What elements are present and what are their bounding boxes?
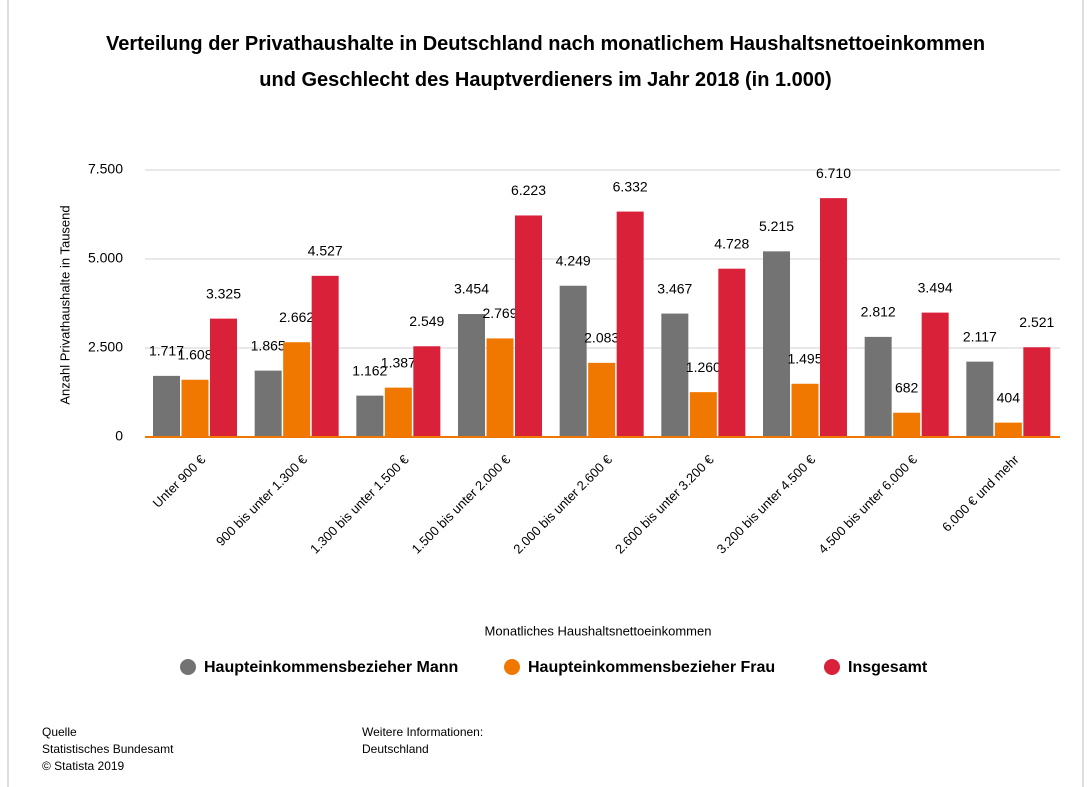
- value-label: 2.769: [482, 305, 517, 321]
- info: Deutschland: [362, 742, 429, 756]
- bar: [820, 198, 847, 437]
- bar: [588, 362, 616, 437]
- source-heading: Quelle: [42, 725, 77, 739]
- y-tick-label: 0: [115, 428, 123, 444]
- value-label: 3.454: [454, 281, 489, 297]
- value-label: 1.162: [352, 362, 387, 378]
- info-heading: Weitere Informationen:: [362, 725, 483, 739]
- bar: [515, 215, 542, 437]
- legend-marker: [504, 659, 520, 675]
- legend-label: Haupteinkommensbezieher Frau: [528, 659, 775, 676]
- bar: [763, 251, 790, 437]
- bar: [559, 285, 587, 437]
- x-tick-label: 4.500 bis unter 6.000 €: [815, 451, 920, 556]
- bar: [1023, 347, 1051, 437]
- legend-marker: [180, 659, 196, 675]
- bar: [791, 383, 819, 437]
- bar: [994, 422, 1022, 437]
- bar: [311, 275, 339, 437]
- y-tick-label: 7.500: [88, 161, 123, 177]
- x-tick-label: 900 bis unter 1.300 €: [213, 451, 311, 549]
- x-tick-label: 1.300 bis unter 1.500 €: [307, 451, 412, 556]
- x-tick-label: 3.200 bis unter 4.500 €: [714, 451, 819, 556]
- value-label: 1.608: [177, 346, 212, 362]
- bar: [616, 211, 644, 437]
- value-label: 4.728: [714, 235, 749, 251]
- value-label: 5.215: [759, 218, 794, 234]
- value-label: 3.325: [206, 285, 241, 301]
- bar: [356, 395, 384, 437]
- bar: [384, 387, 412, 437]
- bar: [689, 392, 717, 437]
- x-tick-label: 2.000 bis unter 2.600 €: [510, 451, 615, 556]
- value-label: 2.662: [279, 309, 314, 325]
- bar: [718, 268, 746, 437]
- bar: [153, 375, 180, 437]
- value-label: 6.223: [511, 182, 546, 198]
- value-label: 2.117: [963, 328, 997, 344]
- title-box: Verteilung der Privathaushalte in Deutsc…: [0, 26, 1091, 98]
- y-axis-label: Anzahl Privathaushalte in Tausend: [57, 205, 72, 404]
- bar: [210, 318, 237, 437]
- legend-marker: [824, 659, 840, 675]
- bar: [661, 313, 689, 437]
- bar: [413, 346, 441, 437]
- x-tick-label: 6.000 € und mehr: [939, 451, 1022, 534]
- legend-label: Haupteinkommensbezieher Mann: [204, 659, 458, 676]
- value-label: 6.710: [816, 165, 851, 181]
- chart-title: Verteilung der Privathaushalte in Deutsc…: [105, 33, 986, 91]
- value-label: 682: [895, 379, 919, 395]
- x-tick-label: 2.600 bis unter 3.200 €: [612, 451, 717, 556]
- bar: [254, 370, 282, 437]
- value-label: 2.812: [861, 304, 896, 320]
- bar: [486, 338, 514, 437]
- value-label: 6.332: [613, 178, 648, 194]
- bar: [893, 412, 921, 437]
- value-label: 2.521: [1019, 314, 1054, 330]
- value-label: 3.494: [918, 279, 953, 295]
- bar: [864, 336, 892, 437]
- value-label: 3.467: [657, 280, 692, 296]
- y-tick-label: 5.000: [88, 250, 123, 266]
- value-label: 1.865: [251, 337, 286, 353]
- bar: [458, 314, 485, 437]
- value-label: 4.527: [308, 243, 343, 259]
- value-label: 2.549: [409, 313, 444, 329]
- y-tick-label: 2.500: [88, 339, 123, 355]
- bar: [283, 342, 311, 437]
- value-label: 1.717: [149, 343, 184, 359]
- value-label: 1.495: [787, 350, 822, 366]
- legend-label: Insgesamt: [848, 659, 928, 676]
- copyright: © Statista 2019: [42, 759, 125, 773]
- x-tick-label: 1.500 bis unter 2.000 €: [409, 451, 514, 556]
- value-label: 1.260: [686, 359, 721, 375]
- value-label: 404: [997, 389, 1021, 405]
- source: Statistisches Bundesamt: [42, 742, 174, 756]
- bar: [181, 379, 209, 437]
- value-label: 1.387: [381, 354, 416, 370]
- bar: [921, 312, 949, 437]
- value-label: 2.083: [584, 330, 619, 346]
- x-tick-label: Unter 900 €: [150, 451, 209, 510]
- bar: [966, 361, 994, 437]
- value-label: 4.249: [556, 252, 591, 268]
- x-axis-label: Monatliches Haushaltsnettoeinkommen: [485, 623, 712, 638]
